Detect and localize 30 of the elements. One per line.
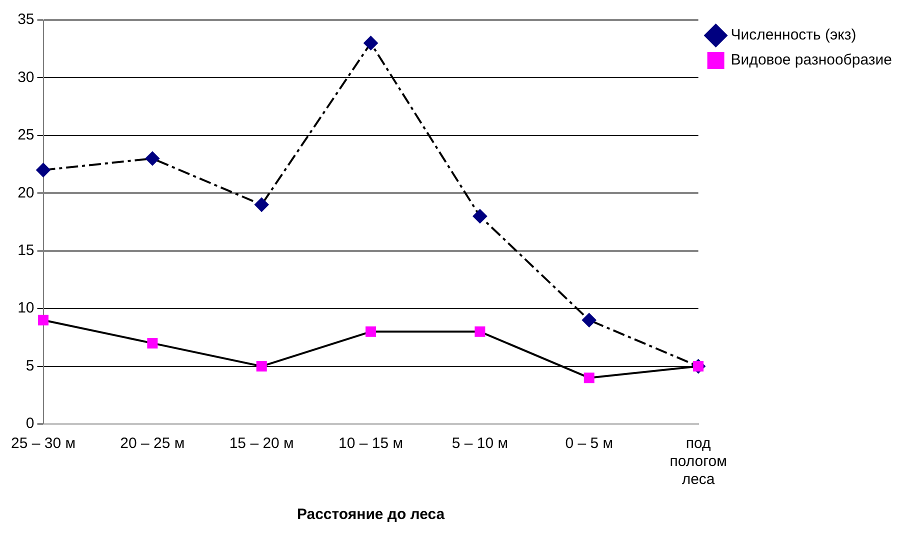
y-tick-label: 30 (18, 68, 34, 86)
point (584, 372, 594, 384)
legend-label: Численность (экз) (730, 26, 856, 44)
point (145, 152, 160, 166)
x-tick-label: под пологом леса (670, 435, 727, 488)
y-tick-label: 5 (26, 357, 34, 374)
x-tick-label: 10 – 15 м (338, 435, 404, 452)
x-tick-label: 20 – 25 м (120, 435, 185, 452)
y-tick-label: 0 (26, 415, 34, 432)
x-tick-label: 25 – 30 м (11, 435, 76, 452)
y-tick-label: 25 (18, 126, 34, 144)
point (147, 338, 158, 348)
x-axis-title: Расстояние до леса (296, 506, 446, 524)
x-tick-label: 5 – 10 м (452, 435, 508, 452)
point (254, 198, 269, 212)
x-tick-label: 0 – 5 м (565, 435, 614, 452)
point (364, 36, 378, 50)
point (38, 314, 49, 326)
point (472, 209, 487, 224)
y-tick-label: 15 (18, 242, 34, 259)
y-tick-label: 20 (18, 184, 34, 202)
point (256, 361, 267, 372)
point (582, 313, 596, 328)
point (36, 163, 50, 178)
point (474, 326, 486, 337)
legend-label: Видовое разнообразие (730, 52, 892, 69)
y-tick-label: 35 (18, 11, 34, 28)
x-tick-label: 15 – 20 м (229, 435, 294, 452)
y-tick-label: 10 (18, 300, 34, 317)
point (366, 326, 376, 337)
